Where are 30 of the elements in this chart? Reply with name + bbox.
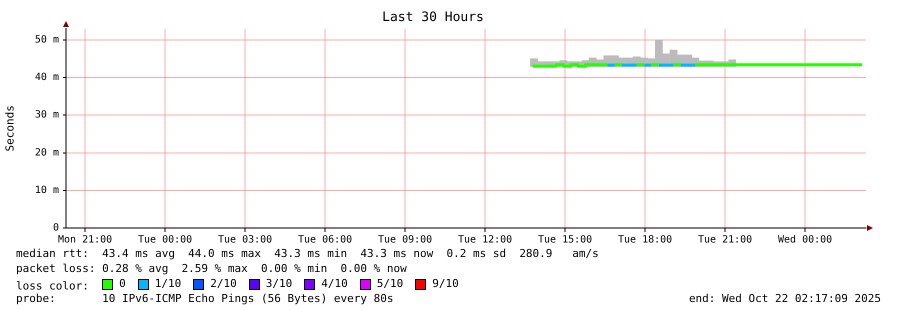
x-tick-label: Tue 06:00 bbox=[298, 234, 352, 246]
text: probe: 10 IPv6-ICMP Echo Pings (56 Bytes) every 80s bbox=[16, 292, 394, 306]
legend-label: 9/10 bbox=[432, 277, 459, 291]
x-tick-label: Tue 15:00 bbox=[538, 234, 592, 246]
x-tick-label: Mon 21:00 bbox=[58, 234, 112, 246]
y-tick-label: 30 m bbox=[34, 110, 59, 121]
y-tick-label: 0 bbox=[52, 222, 59, 234]
y-tick-label: 20 m bbox=[34, 147, 59, 158]
text: median rtt: 43.4 ms avg 44.0 ms max 43.3 ms min 43.3 ms now 0.2 ms sd 280.9 am/s bbox=[16, 247, 599, 261]
y-tick-label: 50 m bbox=[34, 34, 59, 46]
x-tick-label: Tue 18:00 bbox=[618, 234, 672, 246]
y-axis-title: Seconds bbox=[3, 105, 16, 152]
x-tick-label: Tue 21:00 bbox=[698, 234, 752, 246]
legend-label: 4/10 bbox=[321, 277, 348, 291]
legend-label: 3/10 bbox=[266, 277, 292, 291]
legend-label: 1/10 bbox=[154, 277, 182, 291]
x-tick-label: Tue 00:00 bbox=[138, 234, 192, 246]
legend-title: loss color: bbox=[16, 280, 90, 292]
legend-label: 2/10 bbox=[210, 277, 237, 291]
x-tick-label: Wed 00:00 bbox=[778, 234, 832, 246]
chart-title: Last 30 Hours bbox=[382, 10, 484, 26]
legend-label: 5/10 bbox=[376, 277, 404, 291]
text: packet loss: 0.28 % avg 2.59 % max 0.00 % min 0.00 % now bbox=[16, 262, 407, 276]
y-tick-label: 10 m bbox=[34, 184, 59, 196]
x-tick-label: Tue 09:00 bbox=[378, 234, 432, 246]
text: end: Wed Oct 22 02:17:09 2025 bbox=[688, 292, 881, 306]
x-tick-label: Tue 12:00 bbox=[458, 234, 512, 246]
y-tick-label: 40 m bbox=[34, 72, 59, 84]
legend-label: 0 bbox=[119, 277, 126, 291]
x-tick-label: Tue 03:00 bbox=[218, 234, 272, 246]
